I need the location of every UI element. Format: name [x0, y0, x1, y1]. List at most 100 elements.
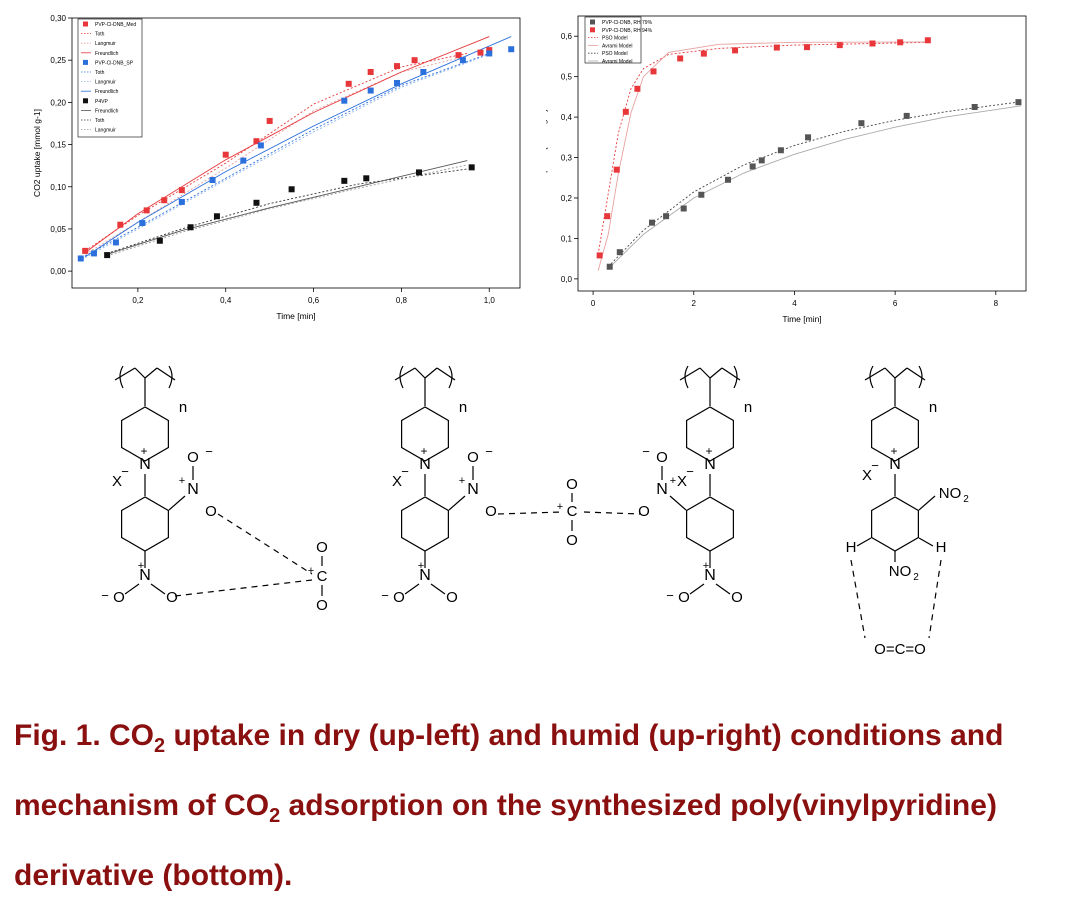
bond: [894, 367, 908, 379]
dinitrophenyl-ring: [401, 496, 449, 552]
pyridinium-ring: [871, 406, 919, 462]
nitro-oxygen: O: [205, 503, 217, 520]
x-tick-label: 0: [591, 299, 596, 308]
charge-minus: −: [121, 464, 129, 479]
y-tick-label: 0,25: [50, 56, 66, 65]
y-tick-label: 0,5: [561, 73, 573, 82]
bond: [864, 367, 886, 381]
y-tick-label: 0,05: [50, 225, 66, 234]
repeat-n: n: [179, 399, 187, 416]
x-tick-label: 1,0: [484, 296, 496, 305]
y-tick-label: 0,00: [50, 267, 66, 276]
x-tick-label: 4: [792, 299, 797, 308]
y-tick-label: 0,0: [561, 275, 573, 284]
polymer-bracket-right: [448, 365, 453, 389]
co2-carbon: C: [317, 568, 328, 585]
pyridinium-ring: [121, 406, 169, 462]
legend-label: Langmuir: [95, 128, 116, 134]
data-point: [77, 255, 84, 262]
x-tick-label: 0,2: [132, 296, 144, 305]
dinitrophenyl-ring: [121, 496, 169, 552]
counter-ion-x: X: [862, 467, 872, 484]
legend-label: Toth: [95, 118, 105, 124]
bond: [394, 367, 416, 381]
bond: [430, 583, 446, 595]
data-point: [187, 224, 194, 231]
data-point: [139, 220, 146, 227]
data-point: [90, 250, 97, 257]
data-point: [805, 134, 812, 141]
polymer-bracket-left: [869, 365, 874, 389]
fit-curve: [607, 105, 1022, 270]
legend-box: [77, 18, 143, 138]
data-point: [345, 80, 352, 87]
y-tick-label: 0,10: [50, 183, 66, 192]
legend-label: PVP-Cl-DNB_SP: [95, 60, 134, 66]
data-point: [804, 44, 811, 51]
legend-label: PVP-Cl-DNB, RH 94%: [602, 28, 653, 34]
data-point: [648, 219, 655, 226]
bond: [424, 367, 438, 379]
dinitrophenyl-ring: [686, 496, 734, 552]
data-point: [604, 213, 611, 220]
nitro-nitrogen: N: [139, 567, 151, 584]
pyridinium-ring: [401, 406, 449, 462]
chart-dry: 0,2 0,4 0,6 0,8 1,0 0,00 0,05 0,10 0,15 0,20 0,25 0…: [32, 14, 521, 321]
nitro-oxygen: O: [187, 449, 199, 466]
bond: [709, 367, 723, 379]
interaction-line: [497, 511, 563, 515]
nitro-nitrogen: N: [187, 481, 199, 498]
data-point: [971, 103, 978, 110]
nitro-oxygen: O: [446, 589, 458, 606]
nitro-oxygen: O: [393, 589, 405, 606]
interaction-line: [583, 511, 641, 515]
data-point: [266, 117, 273, 124]
legend-label: P4VP: [95, 99, 108, 105]
counter-ion-x: X: [677, 473, 687, 490]
data-point: [104, 252, 111, 259]
data-point: [508, 46, 515, 53]
data-point: [634, 85, 641, 92]
interaction-line: [217, 513, 313, 575]
legend-box: [584, 16, 642, 64]
data-point: [725, 176, 732, 183]
interaction-line: [174, 579, 313, 597]
data-point: [455, 52, 462, 59]
subscript: 2: [913, 572, 919, 583]
data-point: [700, 50, 707, 57]
data-point: [415, 169, 422, 176]
counter-ion-x: X: [392, 473, 402, 490]
bond: [134, 367, 146, 379]
legend-label: PVP-Cl-DNB_Med: [95, 22, 136, 28]
pyridinium-ring: [686, 406, 734, 462]
legend-label: Avrami Model: [602, 43, 632, 49]
data-point: [616, 249, 623, 256]
legend-marker: [590, 27, 595, 33]
bond: [448, 495, 466, 511]
bond: [715, 583, 731, 595]
y-tick-label: 0,6: [561, 32, 573, 41]
nitro-nitrogen: N: [467, 481, 479, 498]
x-tick-label: 0,6: [308, 296, 320, 305]
legend-label: Langmuir: [95, 80, 116, 86]
polymer-bracket-left: [399, 365, 404, 389]
data-point: [253, 138, 260, 145]
charge-minus: −: [642, 444, 650, 459]
charge-minus: −: [485, 444, 493, 459]
data-point: [680, 205, 687, 212]
data-point: [178, 198, 185, 205]
x-axis-label: Time [min]: [782, 314, 821, 324]
pyridinium-nitrogen: N: [889, 456, 901, 473]
data-point: [394, 63, 401, 70]
x-tick-label: 2: [692, 299, 697, 308]
bond: [150, 583, 166, 595]
data-point: [367, 87, 374, 94]
y-tick-label: 0,2: [561, 194, 573, 203]
data-point: [367, 69, 374, 75]
data-point: [606, 263, 613, 270]
nitro-oxygen: O: [467, 449, 479, 466]
charge-minus: −: [101, 588, 109, 603]
data-point: [394, 79, 401, 86]
co2-molecule: O=C=O: [874, 641, 926, 658]
polymer-bracket-left: [684, 365, 689, 389]
